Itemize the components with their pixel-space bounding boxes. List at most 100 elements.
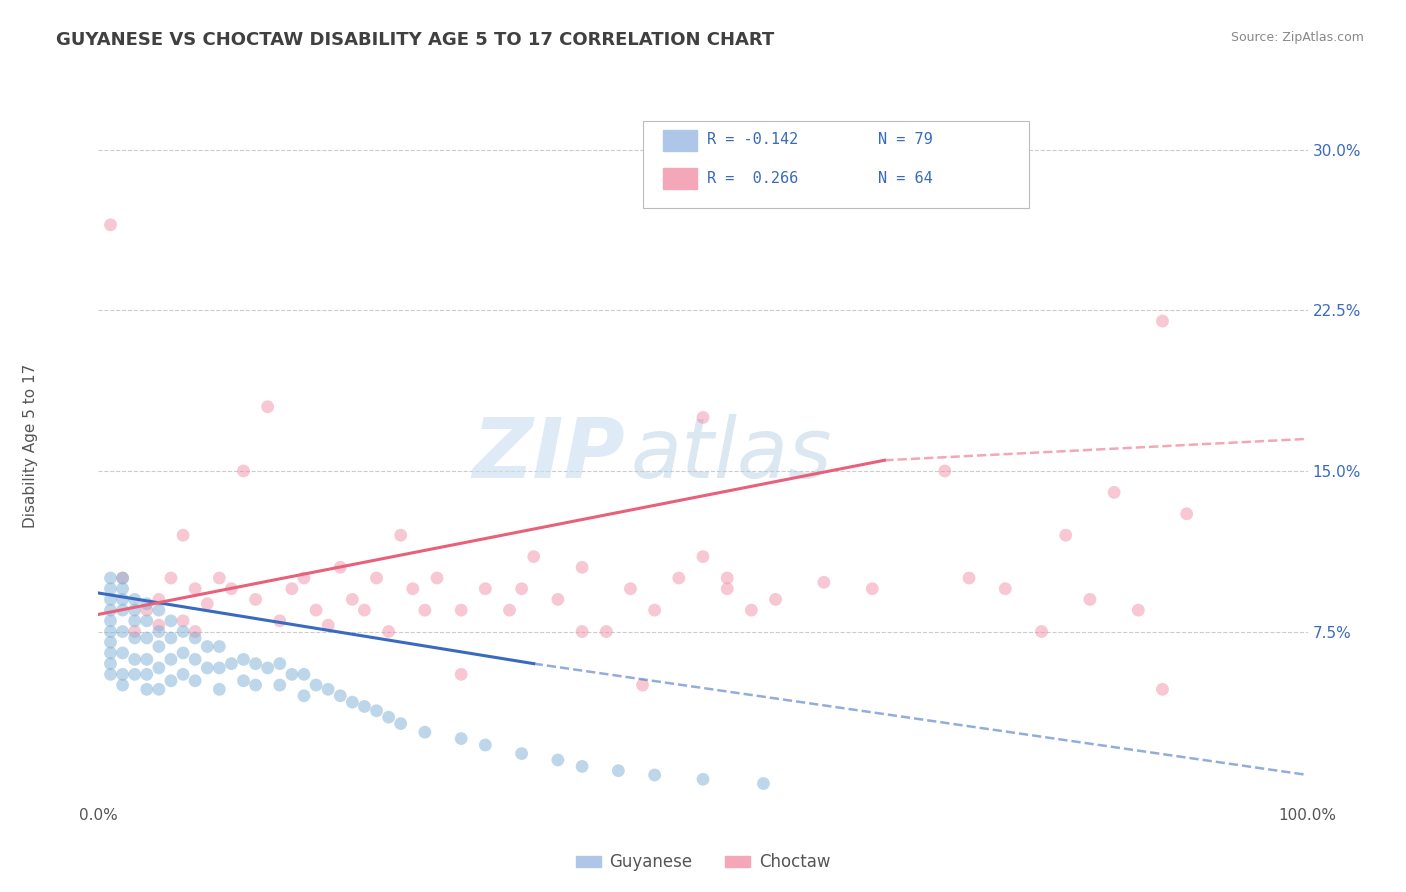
Point [208, 571, 231, 585]
Point [208, 640, 231, 654]
Point [100, 657, 122, 671]
Point [111, 592, 134, 607]
Point [316, 682, 339, 697]
Point [160, 614, 183, 628]
Point [740, 603, 762, 617]
Point [269, 657, 291, 671]
Point [571, 560, 593, 574]
Point [148, 682, 170, 697]
Point [547, 592, 569, 607]
Text: GUYANESE VS CHOCTAW DISABILITY AGE 5 TO 17 CORRELATION CHART: GUYANESE VS CHOCTAW DISABILITY AGE 5 TO … [56, 31, 775, 49]
Point [498, 603, 520, 617]
Point [135, 631, 157, 645]
Point [100, 603, 122, 617]
Point [413, 603, 436, 617]
Point [172, 528, 194, 542]
Point [752, 776, 775, 790]
Point [547, 753, 569, 767]
Point [160, 631, 183, 645]
Point [353, 699, 375, 714]
Point [571, 624, 593, 639]
Point [124, 592, 146, 607]
Point [195, 597, 218, 611]
Point [1031, 624, 1053, 639]
Point [100, 218, 122, 232]
Point [148, 661, 170, 675]
Point [160, 571, 183, 585]
Point [607, 764, 630, 778]
Point [644, 603, 666, 617]
Point [716, 571, 738, 585]
Point [124, 603, 146, 617]
Point [172, 667, 194, 681]
Point [135, 667, 157, 681]
Point [245, 657, 267, 671]
Point [316, 618, 339, 632]
Text: N = 79: N = 79 [879, 132, 934, 147]
Point [474, 582, 496, 596]
Point [100, 624, 122, 639]
Point [426, 571, 449, 585]
Point [100, 614, 122, 628]
Point [813, 575, 835, 590]
Text: atlas: atlas [630, 415, 832, 495]
Point [1152, 314, 1174, 328]
Point [148, 603, 170, 617]
Text: R =  0.266: R = 0.266 [707, 170, 797, 186]
Point [232, 673, 254, 688]
Point [208, 682, 231, 697]
Bar [664, 169, 697, 189]
Point [305, 603, 328, 617]
Point [450, 667, 472, 681]
Point [619, 582, 641, 596]
Point [1102, 485, 1125, 500]
Point [111, 571, 134, 585]
Point [148, 592, 170, 607]
Point [934, 464, 956, 478]
Point [595, 624, 617, 639]
Point [305, 678, 328, 692]
Point [111, 624, 134, 639]
Point [195, 640, 218, 654]
Text: R = -0.142: R = -0.142 [707, 132, 797, 147]
Point [329, 560, 352, 574]
Point [1175, 507, 1198, 521]
Point [474, 738, 496, 752]
Point [281, 582, 304, 596]
Point [342, 695, 364, 709]
Point [135, 614, 157, 628]
Point [329, 689, 352, 703]
Point [269, 614, 291, 628]
Point [245, 678, 267, 692]
Point [668, 571, 690, 585]
Point [148, 624, 170, 639]
Point [523, 549, 546, 564]
Point [377, 624, 399, 639]
Point [135, 597, 157, 611]
Point [184, 631, 207, 645]
Point [160, 673, 183, 688]
Text: Source: ZipAtlas.com: Source: ZipAtlas.com [1230, 31, 1364, 45]
Point [994, 582, 1017, 596]
Point [389, 528, 412, 542]
Point [124, 652, 146, 666]
Point [1152, 682, 1174, 697]
Point [135, 603, 157, 617]
Point [692, 549, 714, 564]
Point [100, 646, 122, 660]
Point [100, 571, 122, 585]
Point [232, 464, 254, 478]
Point [124, 631, 146, 645]
Point [716, 582, 738, 596]
Point [172, 614, 194, 628]
Point [366, 571, 388, 585]
Point [232, 652, 254, 666]
Point [195, 661, 218, 675]
Text: Disability Age 5 to 17: Disability Age 5 to 17 [24, 364, 38, 528]
FancyBboxPatch shape [643, 121, 1029, 208]
Point [450, 731, 472, 746]
Point [353, 603, 375, 617]
Point [256, 400, 278, 414]
Point [292, 667, 315, 681]
Point [450, 603, 472, 617]
